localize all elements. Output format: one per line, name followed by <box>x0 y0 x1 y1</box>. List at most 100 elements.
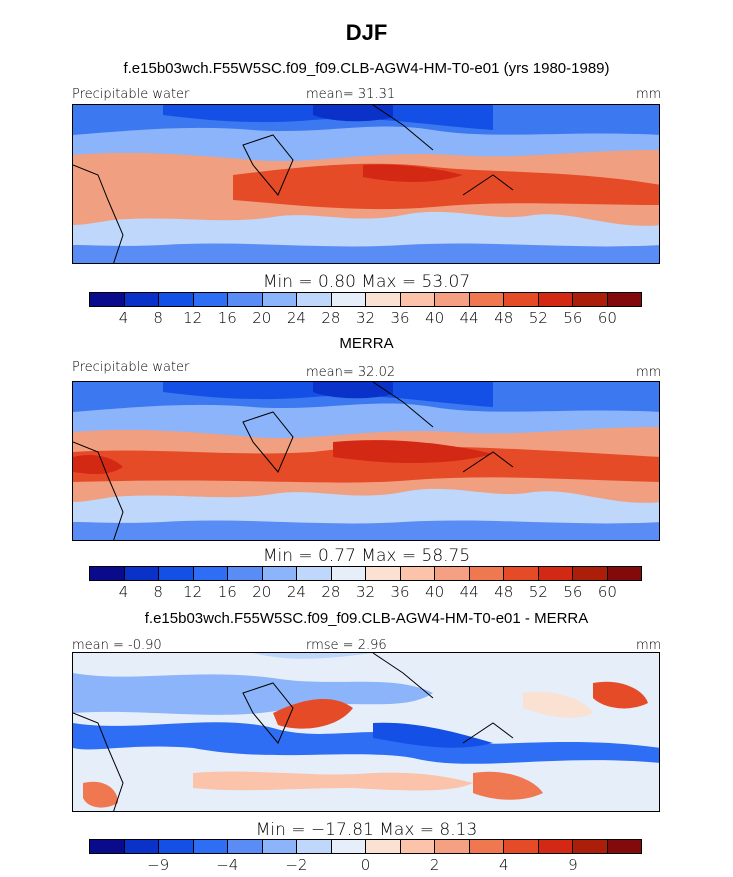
colorbar-swatch <box>573 567 608 580</box>
colorbar-swatch <box>469 840 504 853</box>
colorbar-swatch <box>607 293 641 306</box>
colorbar-tick-label: −9 <box>147 856 170 874</box>
colorbar-swatch <box>193 567 228 580</box>
colorbar-tick-label: 16 <box>217 309 237 327</box>
colorbar-tick-label: 36 <box>390 309 410 327</box>
colorbar-swatch <box>366 840 401 853</box>
colorbar-swatch <box>538 567 573 580</box>
colorbar-tick-label: −2 <box>285 856 308 874</box>
colorbar-tick-label: 56 <box>563 583 583 601</box>
colorbar-swatch <box>262 567 297 580</box>
colorbar-tick-label: 28 <box>321 309 341 327</box>
colorbar-swatch <box>538 293 573 306</box>
colorbar-tick-label: 44 <box>459 309 479 327</box>
colorbar-swatch <box>538 840 573 853</box>
panel3-colorbar <box>89 839 642 854</box>
colorbar-swatch <box>228 840 263 853</box>
colorbar-swatch <box>435 293 470 306</box>
colorbar-tick-label: 52 <box>528 583 548 601</box>
panel1-map <box>72 104 660 264</box>
panel3-colorbar-ticks: −9 −4 −2 0 2 4 9 <box>89 856 642 876</box>
panel2-minmax: Min = 0.77 Max = 58.75 <box>262 546 471 566</box>
colorbar-tick-label: −4 <box>216 856 239 874</box>
panel2-colorbar <box>89 566 642 581</box>
panel3-units-label: mm <box>636 638 662 653</box>
colorbar-tick-label: 32 <box>355 309 376 327</box>
colorbar-tick-label: 60 <box>597 309 617 327</box>
colorbar-tick-label: 36 <box>390 583 410 601</box>
colorbar-tick-label: 24 <box>286 309 306 327</box>
panel3-mean-label: mean = -0.90 <box>72 638 162 653</box>
panel1-field-label: Precipitable water <box>72 87 190 102</box>
colorbar-tick-label: 40 <box>425 309 445 327</box>
panel1-units-label: mm <box>636 87 662 102</box>
colorbar-tick-label: 20 <box>252 583 272 601</box>
colorbar-swatch <box>504 567 539 580</box>
colorbar-swatch <box>504 840 539 853</box>
colorbar-tick-label: 40 <box>425 583 445 601</box>
colorbar-swatch <box>193 293 228 306</box>
colorbar-tick-label: 28 <box>321 583 341 601</box>
colorbar-tick-label: 32 <box>355 583 376 601</box>
panel2-colorbar-ticks: 4 8 12 16 20 24 28 32 36 40 44 48 52 56 60 <box>89 583 642 603</box>
colorbar-swatch <box>435 840 470 853</box>
panel3-minmax: Min = −17.81 Max = 8.13 <box>255 820 478 840</box>
colorbar-swatch <box>331 293 366 306</box>
colorbar-swatch <box>297 840 332 853</box>
colorbar-swatch <box>573 293 608 306</box>
colorbar-tick-label: 0 <box>360 856 371 874</box>
colorbar-tick-label: 24 <box>286 583 306 601</box>
colorbar-tick-label: 12 <box>183 583 203 601</box>
panel1-mean-label: mean= 31.31 <box>306 87 396 102</box>
colorbar-swatch <box>124 840 159 853</box>
colorbar-tick-label: 8 <box>153 583 163 601</box>
colorbar-swatch <box>262 840 297 853</box>
colorbar-swatch <box>159 840 194 853</box>
colorbar-tick-label: 44 <box>459 583 479 601</box>
colorbar-swatch <box>228 567 263 580</box>
colorbar-tick-label: 52 <box>528 309 548 327</box>
colorbar-swatch <box>262 293 297 306</box>
colorbar-swatch <box>469 293 504 306</box>
colorbar-swatch <box>366 567 401 580</box>
colorbar-swatch <box>331 840 366 853</box>
colorbar-swatch <box>469 567 504 580</box>
panel1-colorbar-ticks: 4 8 12 16 20 24 28 32 36 40 44 48 52 56 60 <box>89 309 642 329</box>
colorbar-swatch <box>573 840 608 853</box>
panel3-title: f.e15b03wch.F55W5SC.f09_f09.CLB-AGW4-HM-… <box>144 610 589 627</box>
colorbar-tick-label: 60 <box>597 583 617 601</box>
colorbar-swatch <box>90 567 125 580</box>
colorbar-swatch <box>297 567 332 580</box>
panel2-mean-label: mean= 32.02 <box>306 365 396 380</box>
season-title: DJF <box>345 20 388 45</box>
panel1-title: f.e15b03wch.F55W5SC.f09_f09.CLB-AGW4-HM-… <box>123 60 610 77</box>
panel1-colorbar <box>89 292 642 307</box>
panel2-map <box>72 381 660 541</box>
colorbar-swatch <box>607 840 641 853</box>
colorbar-tick-label: 4 <box>118 309 129 327</box>
panel3-map <box>72 652 660 812</box>
colorbar-swatch <box>400 840 435 853</box>
colorbar-tick-label: 16 <box>217 583 237 601</box>
panel3-rmse-label: rmse = 2.96 <box>306 638 387 653</box>
colorbar-swatch <box>159 293 194 306</box>
colorbar-swatch <box>90 840 125 853</box>
colorbar-swatch <box>90 293 125 306</box>
colorbar-swatch <box>297 293 332 306</box>
panel2-field-label: Precipitable water <box>72 360 190 375</box>
colorbar-swatch <box>193 840 228 853</box>
colorbar-swatch <box>400 293 435 306</box>
colorbar-swatch <box>607 567 641 580</box>
colorbar-tick-label: 20 <box>252 309 272 327</box>
colorbar-tick-label: 48 <box>494 583 514 601</box>
colorbar-swatch <box>435 567 470 580</box>
colorbar-tick-label: 12 <box>183 309 203 327</box>
colorbar-swatch <box>228 293 263 306</box>
colorbar-tick-label: 48 <box>494 309 514 327</box>
colorbar-swatch <box>124 567 159 580</box>
colorbar-tick-label: 56 <box>563 309 583 327</box>
colorbar-tick-label: 8 <box>153 309 163 327</box>
colorbar-swatch <box>159 567 194 580</box>
panel2-units-label: mm <box>636 365 662 380</box>
colorbar-tick-label: 2 <box>429 856 440 874</box>
